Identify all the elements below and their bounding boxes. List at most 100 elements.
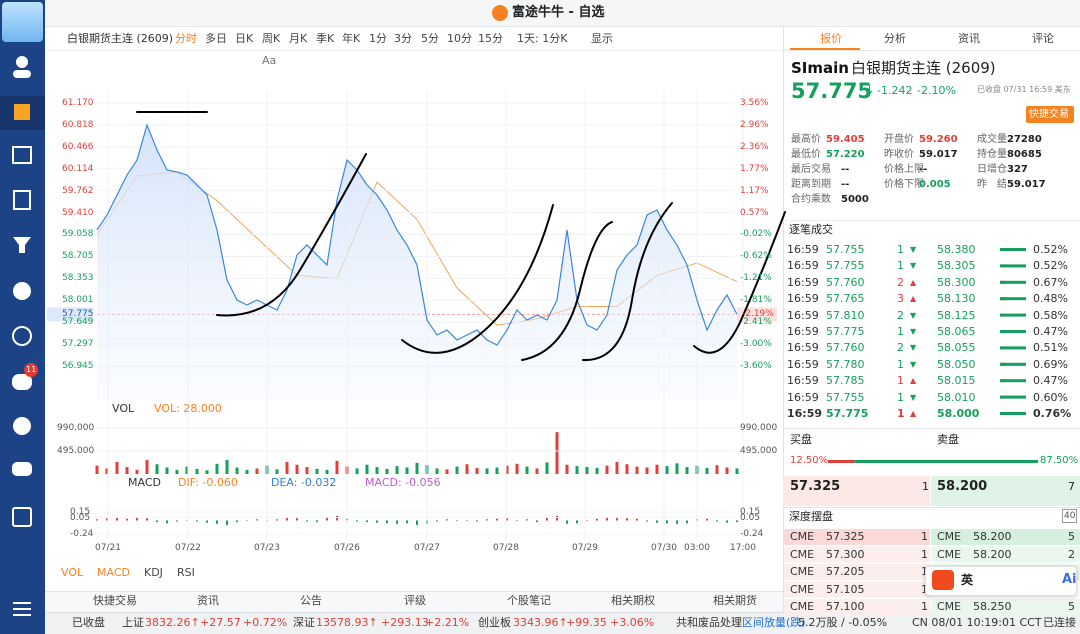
bottom-tab[interactable]: 评级 xyxy=(404,594,426,607)
indicator-name[interactable]: VOL xyxy=(112,402,135,415)
period-tab[interactable]: 年K xyxy=(342,32,361,45)
user-icon[interactable] xyxy=(13,70,31,78)
period-tab[interactable]: 15分 xyxy=(478,32,503,45)
trade-price: 57.760 xyxy=(826,341,865,355)
indicator-tab[interactable]: MACD xyxy=(97,566,130,579)
market-icon[interactable] xyxy=(14,104,30,120)
volume-bar xyxy=(485,468,489,474)
trade-icon[interactable] xyxy=(12,326,32,346)
period-tab[interactable]: 季K xyxy=(316,32,335,45)
annotation xyxy=(216,153,367,317)
indicator-tab[interactable]: RSI xyxy=(177,566,195,579)
macd-bar xyxy=(446,519,448,521)
trade-ref-price: 58.065 xyxy=(937,325,976,338)
y-tick-label: 990.000 xyxy=(740,423,778,433)
filter-icon[interactable] xyxy=(13,237,31,253)
stat-label: 日增仓 xyxy=(977,164,1007,175)
quick-trade-button[interactable] xyxy=(1026,106,1074,123)
message-icon[interactable] xyxy=(12,374,32,390)
pct-tick-label: 2.96% xyxy=(740,119,769,130)
quote-name: 白银期货主连 (2609) xyxy=(851,59,996,77)
trade-pct: 0.52% xyxy=(1033,243,1068,256)
symbol-name[interactable]: 白银期货主连 (2609) xyxy=(67,32,174,45)
pct-tick-label: -3.00% xyxy=(740,339,772,350)
trade-time: 16:59 xyxy=(787,390,819,404)
macd-bar xyxy=(506,518,508,521)
period-tab[interactable]: 周K xyxy=(262,32,281,45)
trade-direction: ▼ xyxy=(910,327,917,336)
y-tick-label: 57.297 xyxy=(62,339,94,350)
text-tool[interactable]: Aa xyxy=(262,54,277,67)
divider xyxy=(45,50,783,51)
trade-qty: 2 xyxy=(897,341,904,355)
trade-ref-price: 58.010 xyxy=(937,390,976,404)
bottom-tab[interactable]: 相关期权 xyxy=(611,594,655,607)
tab-underline xyxy=(790,48,860,50)
code-icon[interactable] xyxy=(12,507,32,527)
macd-bar xyxy=(656,520,658,523)
doc-icon[interactable] xyxy=(13,190,31,210)
period-tab[interactable]: 日K xyxy=(235,32,254,45)
moon-icon[interactable] xyxy=(13,417,31,435)
trade-pct: 0.51% xyxy=(1033,341,1068,355)
logo[interactable] xyxy=(2,2,43,42)
trade-ref-price: 58.015 xyxy=(937,374,976,388)
ime-language[interactable]: 英 xyxy=(961,573,974,587)
indicator-tab[interactable]: KDJ xyxy=(144,566,163,579)
volume-bar xyxy=(305,467,309,474)
panel-tab[interactable]: 资讯 xyxy=(958,32,980,45)
volume-bar xyxy=(505,465,509,474)
stat-value: 57.220 xyxy=(826,149,865,160)
bottom-tab[interactable]: 公告 xyxy=(300,594,322,607)
bottom-tab[interactable]: 快捷交易 xyxy=(93,594,137,607)
pie-icon[interactable] xyxy=(13,282,31,300)
trade-bar xyxy=(1000,395,1026,399)
volume-bar xyxy=(225,460,229,474)
menu-icon[interactable] xyxy=(13,602,31,604)
range-select[interactable]: 1天: 1分K xyxy=(517,32,568,45)
volume-bar xyxy=(605,465,609,474)
menu-icon[interactable] xyxy=(13,614,31,616)
period-tab[interactable]: 月K xyxy=(289,32,308,45)
trade-price: 57.755 xyxy=(826,243,865,256)
user-icon[interactable] xyxy=(16,56,28,68)
pct-tick-label: -3.60% xyxy=(740,361,772,371)
panel-tab[interactable]: 报价 xyxy=(820,32,842,45)
period-tab[interactable]: 分时 xyxy=(175,32,197,45)
ime-ai[interactable]: Ai xyxy=(1062,572,1077,587)
period-tab[interactable]: 多日 xyxy=(205,32,227,45)
bottom-tab[interactable]: 个股笔记 xyxy=(507,594,551,607)
trade-price: 57.810 xyxy=(826,308,865,322)
volume-bar xyxy=(295,464,299,474)
y-tick-label: 60.466 xyxy=(62,141,94,152)
quick-trade-label[interactable]: 快捷交易 xyxy=(1029,109,1069,120)
chart-icon[interactable] xyxy=(12,146,32,164)
indicator-tab[interactable]: VOL xyxy=(61,566,84,579)
y-tick-label: 57.649 xyxy=(62,317,94,328)
bottom-tab[interactable]: 资讯 xyxy=(197,594,219,607)
bid-qty: 1 xyxy=(921,564,928,580)
panel-tab[interactable]: 评论 xyxy=(1032,32,1054,45)
panel-tab[interactable]: 分析 xyxy=(884,32,906,45)
period-tab[interactable]: 10分 xyxy=(447,32,472,45)
x-tick-label: 03:00 xyxy=(684,543,710,553)
game-icon[interactable] xyxy=(12,462,32,476)
y-tick-label: 60.114 xyxy=(62,163,94,174)
macd-bar xyxy=(276,519,278,521)
macd-bar xyxy=(216,520,218,524)
macd-bar xyxy=(706,518,708,521)
trade-price: 57.775 xyxy=(826,407,869,420)
bottom-tab[interactable]: 相关期货 xyxy=(713,594,757,607)
period-tab[interactable]: 1分 xyxy=(369,32,387,45)
display-select[interactable]: 显示 xyxy=(591,32,613,45)
indicator-name[interactable]: MACD xyxy=(128,476,161,489)
menu-icon[interactable] xyxy=(13,608,31,610)
trade-direction: ▲ xyxy=(910,277,917,287)
volume-bar xyxy=(415,462,419,474)
market-state: 已收盘 xyxy=(72,616,105,629)
index-value: 3832.26↑ xyxy=(145,616,200,629)
period-tab[interactable]: 3分 xyxy=(394,32,412,45)
period-tab[interactable]: 5分 xyxy=(421,32,439,45)
depth-button[interactable]: 40 xyxy=(1062,509,1078,523)
